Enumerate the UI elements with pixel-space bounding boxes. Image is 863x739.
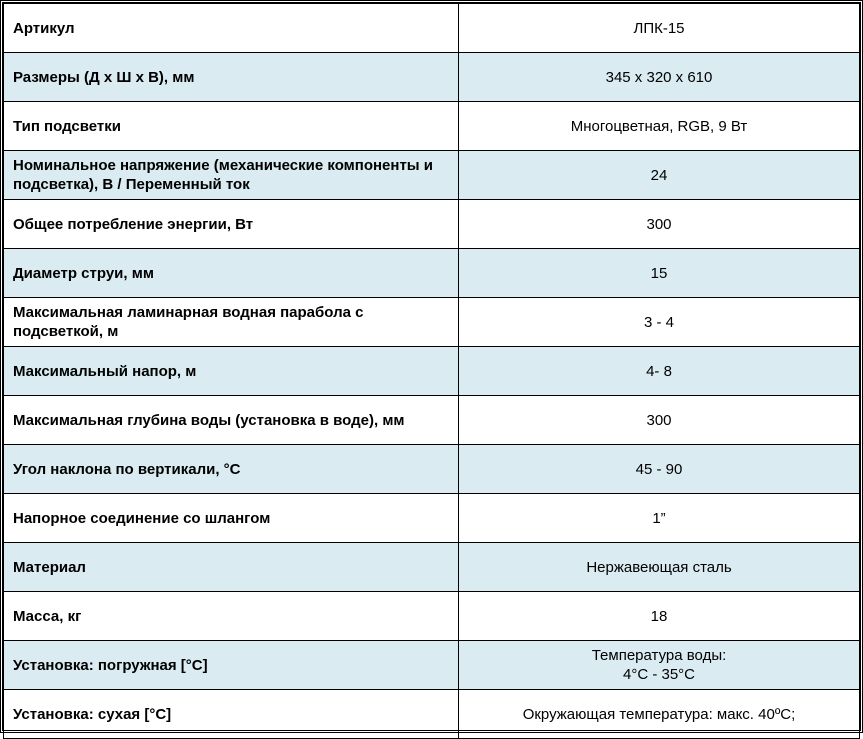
spec-value: 18 bbox=[458, 591, 860, 641]
table-row: Установка: сухая [°C] Окружающая температ… bbox=[3, 689, 860, 739]
spec-value: Многоцветная, RGB, 9 Вт bbox=[458, 101, 860, 151]
table-row: Угол наклона по вертикали, °С 45 - 90 bbox=[3, 444, 860, 494]
spec-value: 15 bbox=[458, 248, 860, 298]
spec-label: Установка: погружная [°C] bbox=[3, 640, 459, 690]
spec-value: ЛПК-15 bbox=[458, 3, 860, 53]
spec-label: Тип подсветки bbox=[3, 101, 459, 151]
table-row: Размеры (Д х Ш х В), мм 345 x 320 x 610 bbox=[3, 52, 860, 102]
spec-label: Максимальный напор, м bbox=[3, 346, 459, 396]
spec-value: 1” bbox=[458, 493, 860, 543]
table-row: Максимальный напор, м 4- 8 bbox=[3, 346, 860, 396]
table-row: Номинальное напряжение (механические ком… bbox=[3, 150, 860, 200]
spec-label: Материал bbox=[3, 542, 459, 592]
spec-label: Масса, кг bbox=[3, 591, 459, 641]
spec-label: Номинальное напряжение (механические ком… bbox=[3, 150, 459, 200]
spec-label: Максимальная глубина воды (установка в в… bbox=[3, 395, 459, 445]
spec-value: 24 bbox=[458, 150, 860, 200]
table-row: Установка: погружная [°C] Температура вод… bbox=[3, 640, 860, 690]
spec-table: Артикул ЛПК-15 Размеры (Д х Ш х В), мм 345 … bbox=[3, 3, 860, 739]
table-row: Максимальная ламинарная водная парабола … bbox=[3, 297, 860, 347]
spec-value: 300 bbox=[458, 395, 860, 445]
spec-value: Нержавеющая сталь bbox=[458, 542, 860, 592]
spec-label: Размеры (Д х Ш х В), мм bbox=[3, 52, 459, 102]
spec-value: Температура воды: 4°C - 35°C bbox=[458, 640, 860, 690]
table-row: Тип подсветки Многоцветная, RGB, 9 Вт bbox=[3, 101, 860, 151]
table-row: Напорное соединение со шлангом 1” bbox=[3, 493, 860, 543]
spec-value: 345 x 320 x 610 bbox=[458, 52, 860, 102]
table-row: Диаметр струи, мм 15 bbox=[3, 248, 860, 298]
spec-label: Артикул bbox=[3, 3, 459, 53]
spec-value: 300 bbox=[458, 199, 860, 249]
spec-value: 3 - 4 bbox=[458, 297, 860, 347]
spec-label: Общее потребление энергии, Вт bbox=[3, 199, 459, 249]
spec-value: Окружающая температура: макс. 40ºC; bbox=[458, 689, 860, 739]
spec-value: 45 - 90 bbox=[458, 444, 860, 494]
spec-label: Напорное соединение со шлангом bbox=[3, 493, 459, 543]
table-row: Артикул ЛПК-15 bbox=[3, 3, 860, 53]
table-row: Масса, кг 18 bbox=[3, 591, 860, 641]
table-row: Общее потребление энергии, Вт 300 bbox=[3, 199, 860, 249]
spec-label: Угол наклона по вертикали, °С bbox=[3, 444, 459, 494]
spec-label: Максимальная ламинарная водная парабола … bbox=[3, 297, 459, 347]
table-row: Материал Нержавеющая сталь bbox=[3, 542, 860, 592]
spec-value: 4- 8 bbox=[458, 346, 860, 396]
table-row: Максимальная глубина воды (установка в в… bbox=[3, 395, 860, 445]
spec-label: Диаметр струи, мм bbox=[3, 248, 459, 298]
spec-label: Установка: сухая [°C] bbox=[3, 689, 459, 739]
